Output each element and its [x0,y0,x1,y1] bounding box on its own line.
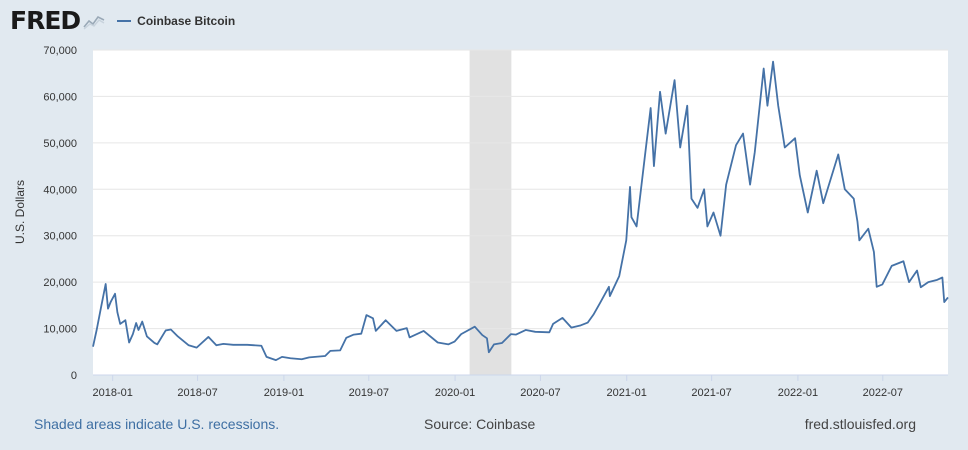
fred-logo[interactable]: FRED [10,5,81,35]
x-tick-label: 2022-01 [778,387,818,399]
recession-shading [469,50,512,375]
x-tick-label: 2021-07 [691,387,731,399]
fred-logo-graph-icon [83,12,106,30]
x-tick-label: 2020-07 [520,387,560,399]
x-tick-label: 2019-01 [264,387,304,399]
y-tick-label: 70,000 [43,45,77,57]
chart-legend[interactable]: Coinbase Bitcoin [117,14,235,28]
x-tick-label: 2019-07 [349,387,389,399]
recession-note[interactable]: Shaded areas indicate U.S. recessions. [34,416,280,432]
chart-canvas: U.S. Dollars 0 10,000 20,000 30,000 40,000 50… [13,45,949,399]
site-link[interactable]: fred.stlouisfed.org [804,416,916,432]
x-tick-label: 2022-07 [863,387,903,399]
y-tick-label: 20,000 [43,277,77,289]
series-line-coinbase-bitcoin [92,60,949,362]
legend-label: Coinbase Bitcoin [137,14,236,28]
y-tick-label: 0 [71,370,77,382]
y-tick-label: 60,000 [43,91,77,103]
y-tick-label: 30,000 [43,231,77,243]
x-tick-label: 2018-01 [93,387,133,399]
chart-header: FRED Coinbase Bitcoin [10,6,235,34]
plot-area [93,50,948,375]
legend-swatch [117,20,132,22]
y-axis-label: U.S. Dollars [13,180,27,244]
y-tick-label: 50,000 [43,138,77,150]
x-tick-label: 2018-07 [177,387,217,399]
x-tick-label: 2020-01 [435,387,475,399]
y-tick-label: 10,000 [43,324,77,336]
y-tick-label: 40,000 [43,184,77,196]
x-tick-label: 2021-01 [607,387,647,399]
source-label: Source: Coinbase [424,416,536,432]
